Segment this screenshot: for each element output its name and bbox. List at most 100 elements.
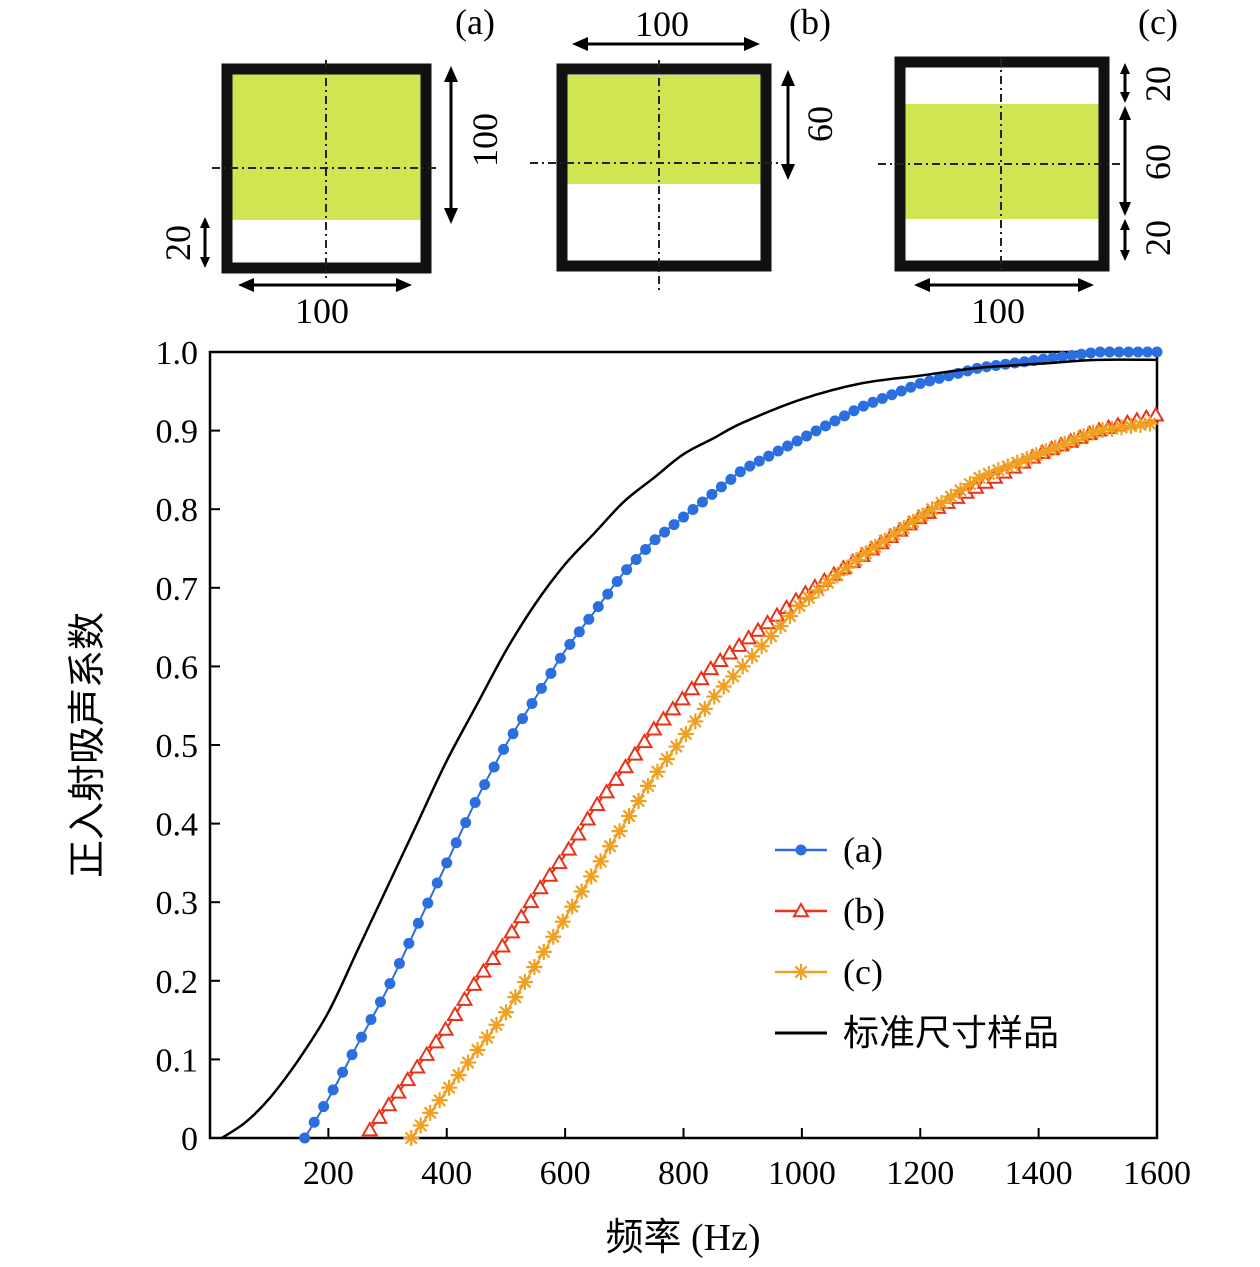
x-axis-label: 频率 (Hz) [605,1217,760,1259]
data-point [886,526,903,543]
data-point [531,879,549,895]
data-point [838,559,855,576]
data-point [758,613,777,630]
asterisk-stroke [764,629,778,643]
x-tick-label: 1600 [1123,1155,1191,1192]
data-point [602,588,614,600]
data-point [848,552,865,569]
diagram-a: (a) 100 20 100 [158,2,505,331]
asterisk-stroke [546,930,560,944]
data-point [559,840,578,856]
data-point [1094,346,1106,358]
asterisk-stroke [916,509,930,522]
data-point [848,405,860,417]
y-tick-label: 0.7 [156,571,199,608]
asterisk-stroke [452,1068,466,1082]
data-point [450,1067,467,1084]
diagram-a-label: (a) [455,2,495,42]
diagram-c-dim-middle: 60 [1138,144,1178,180]
data-point [753,638,770,655]
asterisk-stroke [679,727,693,741]
data-point [564,638,576,650]
data-point [616,757,635,774]
asterisk-stroke [821,576,835,590]
legend-item: 标准尺寸样品 [775,1013,1059,1053]
asterisk-stroke [954,483,967,497]
data-point [431,877,443,889]
data-point [687,713,704,730]
data-point [621,564,633,576]
data-point [678,511,689,523]
data-point [739,629,758,645]
data-point [465,975,483,991]
data-point [829,567,846,584]
data-point [507,989,524,1006]
asterisk-stroke [499,1005,513,1019]
legend-marker [795,844,807,856]
data-point [1142,346,1154,358]
data-point [696,496,708,508]
asterisk-stroke [1133,418,1147,432]
data-point [403,1130,420,1146]
arrowhead-icon [1120,92,1130,103]
series-1 [299,346,1163,1144]
data-point [1132,346,1144,358]
data-point [715,481,727,493]
data-point [630,792,647,809]
data-point [498,743,510,755]
data-point [715,678,732,695]
data-point [611,576,623,588]
asterisk-stroke [613,824,627,838]
y-tick-label: 0 [181,1121,198,1158]
asterisk-stroke [660,752,674,766]
arrowhead-icon [200,217,210,228]
asterisk-stroke [603,839,617,853]
asterisk-stroke [537,945,551,959]
data-point [484,949,502,966]
asterisk-stroke [736,659,750,673]
data-point [924,501,941,518]
diagram-b-frame [556,63,772,272]
data-point [370,1108,388,1124]
asterisk-stroke [442,1081,456,1095]
data-point [782,440,794,452]
data-point [573,883,590,900]
data-point [507,728,519,740]
diagram-c-dim-width: 100 [971,291,1025,331]
data-point [1066,349,1078,361]
data-point [621,808,638,825]
arrowhead-icon [1120,250,1130,261]
data-point [479,779,491,791]
data-point [791,435,803,447]
diagram-a-dim-width: 100 [295,291,349,331]
data-point [725,668,742,685]
asterisk-stroke [925,502,939,516]
arrowhead-icon [1120,219,1130,230]
data-point [299,1132,311,1144]
asterisk-stroke [471,1043,484,1057]
data-point [422,1104,439,1121]
legend-marker [793,964,809,980]
arrowhead-icon [1120,63,1130,74]
data-point [668,738,685,755]
data-point [664,700,682,716]
data-point [478,1029,495,1046]
data-point [517,713,529,725]
asterisk-stroke [717,680,731,693]
data-point [469,797,481,809]
data-point [635,732,654,749]
data-point [474,962,493,978]
asterisk-stroke [840,561,854,575]
data-point [441,857,453,869]
data-point [933,494,950,511]
data-point [640,543,652,555]
data-point [649,763,666,780]
data-point [734,658,751,675]
asterisk-stroke [830,568,844,582]
arrowhead-icon [444,66,458,82]
data-point [308,1116,320,1128]
data-point [867,396,879,408]
asterisk-stroke [812,583,825,597]
data-point [535,943,552,960]
diagram-c-dim-bottom: 20 [1138,220,1178,256]
